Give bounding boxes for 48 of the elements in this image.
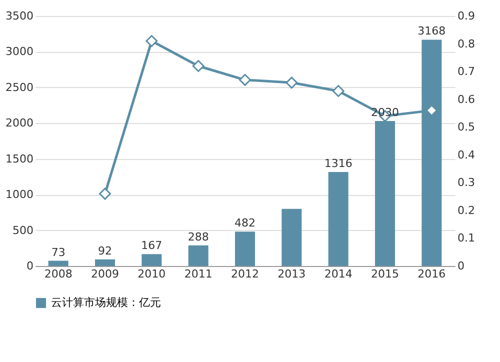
data-label: 1316 xyxy=(324,157,352,170)
point xyxy=(286,76,298,89)
y-tick-label: 1500 xyxy=(6,152,34,166)
x-tick-label: 2015 xyxy=(371,268,399,280)
bar xyxy=(188,245,208,266)
y2-tick-label: 0 xyxy=(458,260,464,272)
y2-tick-label: 0.5 xyxy=(458,120,475,134)
y-tick-label: 1000 xyxy=(6,188,34,202)
data-label: 167 xyxy=(141,239,162,252)
y-tick-label: 3000 xyxy=(6,45,34,58)
y2-tick-label: 0.8 xyxy=(458,37,475,50)
bar xyxy=(235,232,255,266)
x-tick-label: 2009 xyxy=(91,268,119,280)
y2-tick-label: 0.1 xyxy=(458,232,475,245)
data-label: 73 xyxy=(51,246,66,259)
bar xyxy=(48,260,68,266)
bar xyxy=(142,254,162,266)
x-tick-label: 2011 xyxy=(184,268,212,280)
x-tick-label: 2008 xyxy=(44,268,72,280)
y2-tick-label: 0.4 xyxy=(458,148,475,162)
y2-tick-label: 0.2 xyxy=(458,204,475,217)
bar xyxy=(282,208,302,266)
x-tick-label: 2012 xyxy=(231,268,259,280)
y-tick-label: 3500 xyxy=(6,10,34,22)
y-tick-label: 0 xyxy=(26,260,34,272)
x-tick-label: 2010 xyxy=(138,268,166,280)
y2-tick-label: 0.9 xyxy=(458,10,475,22)
data-label: 92 xyxy=(98,244,112,258)
y-tick-label: 2500 xyxy=(6,80,34,94)
bar xyxy=(95,259,115,266)
y2-tick-label: 0.6 xyxy=(458,92,475,106)
point xyxy=(239,74,251,86)
data-label: 3168 xyxy=(418,24,446,38)
point xyxy=(192,60,204,72)
y-tick-label: 2000 xyxy=(6,116,34,130)
x-tick-label: 2013 xyxy=(278,268,306,280)
y2-tick-label: 0.3 xyxy=(458,176,475,190)
bar xyxy=(328,172,348,266)
legend-label: 云计算市场规模：亿元 xyxy=(51,296,161,309)
point xyxy=(99,188,111,200)
y-tick-label: 500 xyxy=(12,224,34,237)
point xyxy=(332,85,344,97)
data-label: 482 xyxy=(234,216,256,230)
data-label: 288 xyxy=(188,230,209,244)
x-tick-label: 2016 xyxy=(418,268,446,280)
y2-tick-label: 0.7 xyxy=(458,65,475,78)
x-tick-label: 2014 xyxy=(324,268,352,280)
point xyxy=(146,35,158,47)
